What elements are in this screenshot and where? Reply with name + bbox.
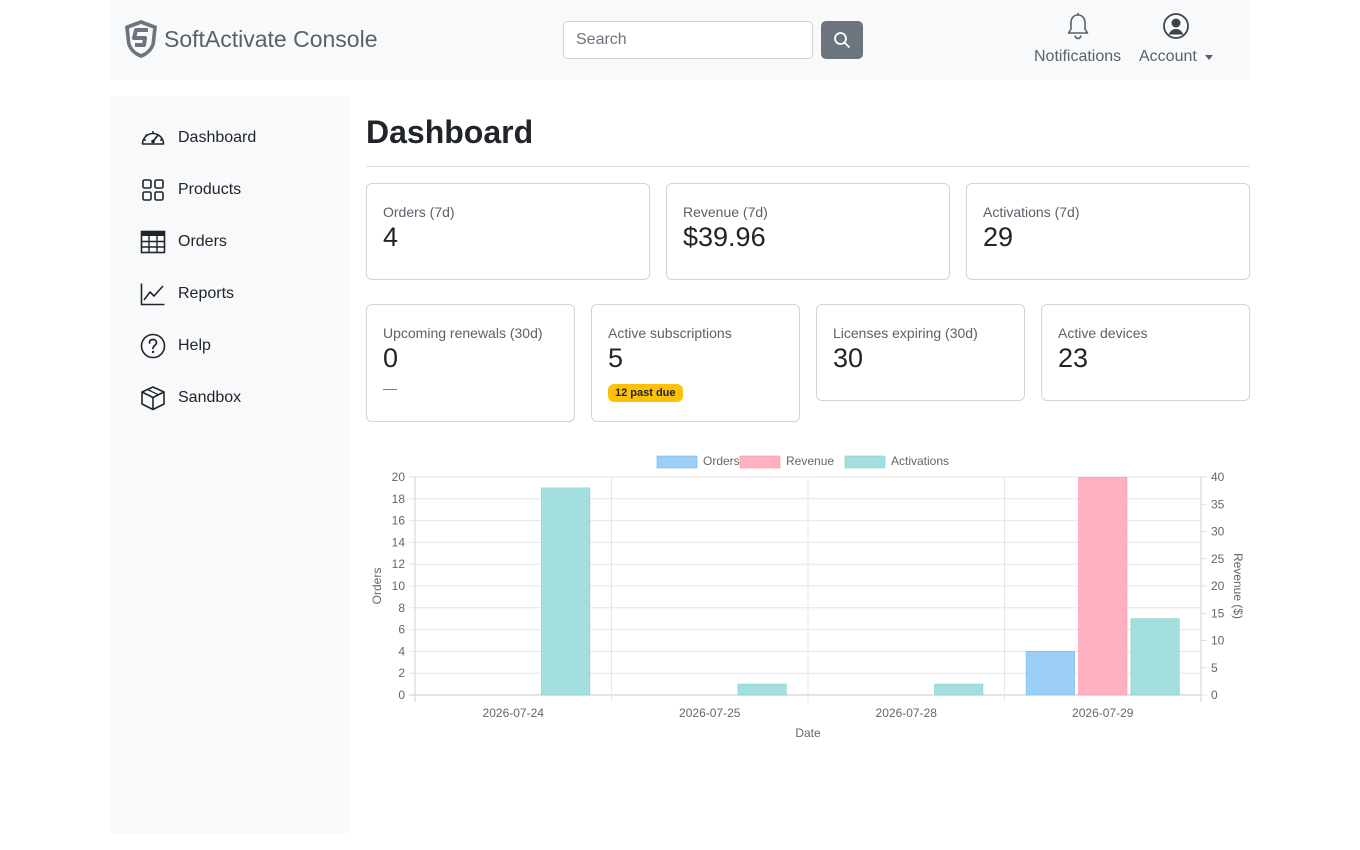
stat-label: Activations (7d) — [983, 204, 1080, 220]
sidebar-item-reports[interactable]: Reports — [140, 278, 234, 310]
bar-orders — [1025, 651, 1075, 696]
y-axis-title: Orders — [370, 568, 384, 605]
y-tick-label: 10 — [392, 579, 406, 593]
legend-label: Revenue — [786, 454, 834, 468]
y2-tick-label: 25 — [1211, 552, 1225, 566]
stat-value: 23 — [1058, 343, 1089, 373]
y2-tick-label: 20 — [1211, 579, 1225, 593]
bar-revenue — [1078, 476, 1128, 696]
y-tick-label: 8 — [398, 601, 405, 615]
search-icon — [834, 32, 850, 48]
top-navbar: SoftActivate Console Notifications Accou… — [110, 0, 1250, 80]
account-label: Account — [1139, 48, 1197, 65]
stat-value: 5 — [608, 343, 624, 373]
x-tick-label: 2026-07-28 — [876, 706, 938, 720]
stat-value: 0 — [383, 343, 399, 373]
sidebar-item-products[interactable]: Products — [140, 174, 241, 206]
legend-swatch — [739, 455, 781, 469]
y-tick-label: 16 — [392, 514, 406, 528]
line-chart-icon — [140, 281, 166, 307]
brand-name: SoftActivate Console — [164, 25, 378, 52]
sidebar-item-orders[interactable]: Orders — [140, 226, 227, 258]
question-circle-icon — [140, 333, 166, 359]
stat-card-licenses-expiring: Licenses expiring (30d) 30 — [816, 304, 1025, 401]
y-tick-label: 0 — [398, 688, 405, 702]
y-tick-label: 14 — [392, 535, 406, 549]
stat-label: Upcoming renewals (30d) — [383, 325, 543, 341]
user-circle-icon — [1163, 13, 1189, 39]
legend-swatch — [656, 455, 698, 469]
stat-value: 30 — [833, 343, 864, 373]
y-tick-label: 20 — [392, 470, 406, 484]
y-tick-label: 4 — [398, 644, 405, 658]
title-divider — [366, 166, 1250, 167]
x-tick-label: 2026-07-29 — [1072, 706, 1134, 720]
x-axis-title: Date — [795, 726, 821, 740]
grid-icon — [140, 177, 166, 203]
bell-icon — [1067, 12, 1088, 40]
stat-label: Active subscriptions — [608, 325, 732, 341]
y-tick-label: 12 — [392, 557, 406, 571]
activity-chart: 0 2 4 6 8 10 12 14 16 18 20 0 5 10 15 20 25 30 35 40 2026-07… — [370, 454, 1245, 740]
bar-activations — [934, 683, 984, 696]
speedometer-icon — [140, 125, 166, 151]
sidebar-item-dashboard[interactable]: Dashboard — [140, 122, 256, 154]
search-button[interactable] — [821, 21, 863, 59]
bar-activations — [541, 487, 591, 696]
search-input[interactable] — [563, 21, 813, 59]
sidebar-item-label: Reports — [178, 285, 235, 302]
sidebar-item-sandbox[interactable]: Sandbox — [140, 382, 241, 414]
stat-card-upcoming-renewals: Upcoming renewals (30d) 0 — — [366, 304, 575, 422]
stat-value: $39.96 — [683, 222, 766, 252]
past-due-badge[interactable]: 12 past due — [608, 384, 683, 402]
sidebar: Dashboard Products Orders — [110, 96, 350, 834]
y2-tick-label: 5 — [1211, 661, 1218, 675]
sidebar-item-help[interactable]: Help — [140, 330, 211, 362]
y2-tick-label: 40 — [1211, 470, 1225, 484]
stat-card-revenue: Revenue (7d) $39.96 — [666, 183, 950, 280]
page-title: Dashboard — [366, 114, 534, 150]
stat-value: 4 — [383, 222, 399, 252]
stat-subtext: — — [383, 380, 397, 396]
legend-label: Orders — [703, 454, 740, 468]
stat-label: Licenses expiring (30d) — [833, 325, 978, 341]
stat-card-active-subscriptions: Active subscriptions 5 12 past due — [591, 304, 800, 422]
stat-label: Revenue (7d) — [683, 204, 768, 220]
box-icon — [140, 385, 166, 411]
y2-tick-label: 30 — [1211, 525, 1225, 539]
brand[interactable]: SoftActivate Console — [122, 18, 378, 60]
legend-swatch — [844, 455, 886, 469]
y2-tick-label: 0 — [1211, 688, 1218, 702]
sidebar-item-label: Products — [178, 181, 242, 198]
notifications-label: Notifications — [1034, 48, 1122, 65]
stat-card-orders: Orders (7d) 4 — [366, 183, 650, 280]
bar-activations — [1130, 618, 1180, 696]
stat-label: Active devices — [1058, 325, 1148, 341]
shield-logo-icon — [125, 20, 157, 58]
y2-tick-label: 15 — [1211, 606, 1225, 620]
notifications-button[interactable]: Notifications — [1034, 12, 1121, 66]
y-tick-label: 6 — [398, 623, 405, 637]
y2-tick-label: 10 — [1211, 634, 1225, 648]
chevron-down-icon — [1204, 54, 1213, 60]
bar-activations — [737, 683, 787, 696]
sidebar-item-label: Sandbox — [178, 389, 242, 406]
table-icon — [140, 229, 166, 255]
x-tick-label: 2026-07-25 — [679, 706, 741, 720]
sidebar-item-label: Dashboard — [178, 129, 257, 146]
y-tick-label: 18 — [392, 492, 406, 506]
x-tick-label: 2026-07-24 — [483, 706, 545, 720]
sidebar-item-label: Orders — [178, 233, 227, 250]
stat-card-active-devices: Active devices 23 — [1041, 304, 1250, 401]
y-tick-label: 2 — [398, 666, 405, 680]
legend-label: Activations — [891, 454, 949, 468]
account-dropdown[interactable]: Account — [1139, 12, 1213, 66]
stat-card-activations: Activations (7d) 29 — [966, 183, 1250, 280]
stat-label: Orders (7d) — [383, 204, 455, 220]
stat-value: 29 — [983, 222, 1014, 252]
sidebar-item-label: Help — [178, 337, 211, 354]
y2-tick-label: 35 — [1211, 497, 1225, 511]
y2-axis-title: Revenue ($) — [1231, 553, 1245, 619]
